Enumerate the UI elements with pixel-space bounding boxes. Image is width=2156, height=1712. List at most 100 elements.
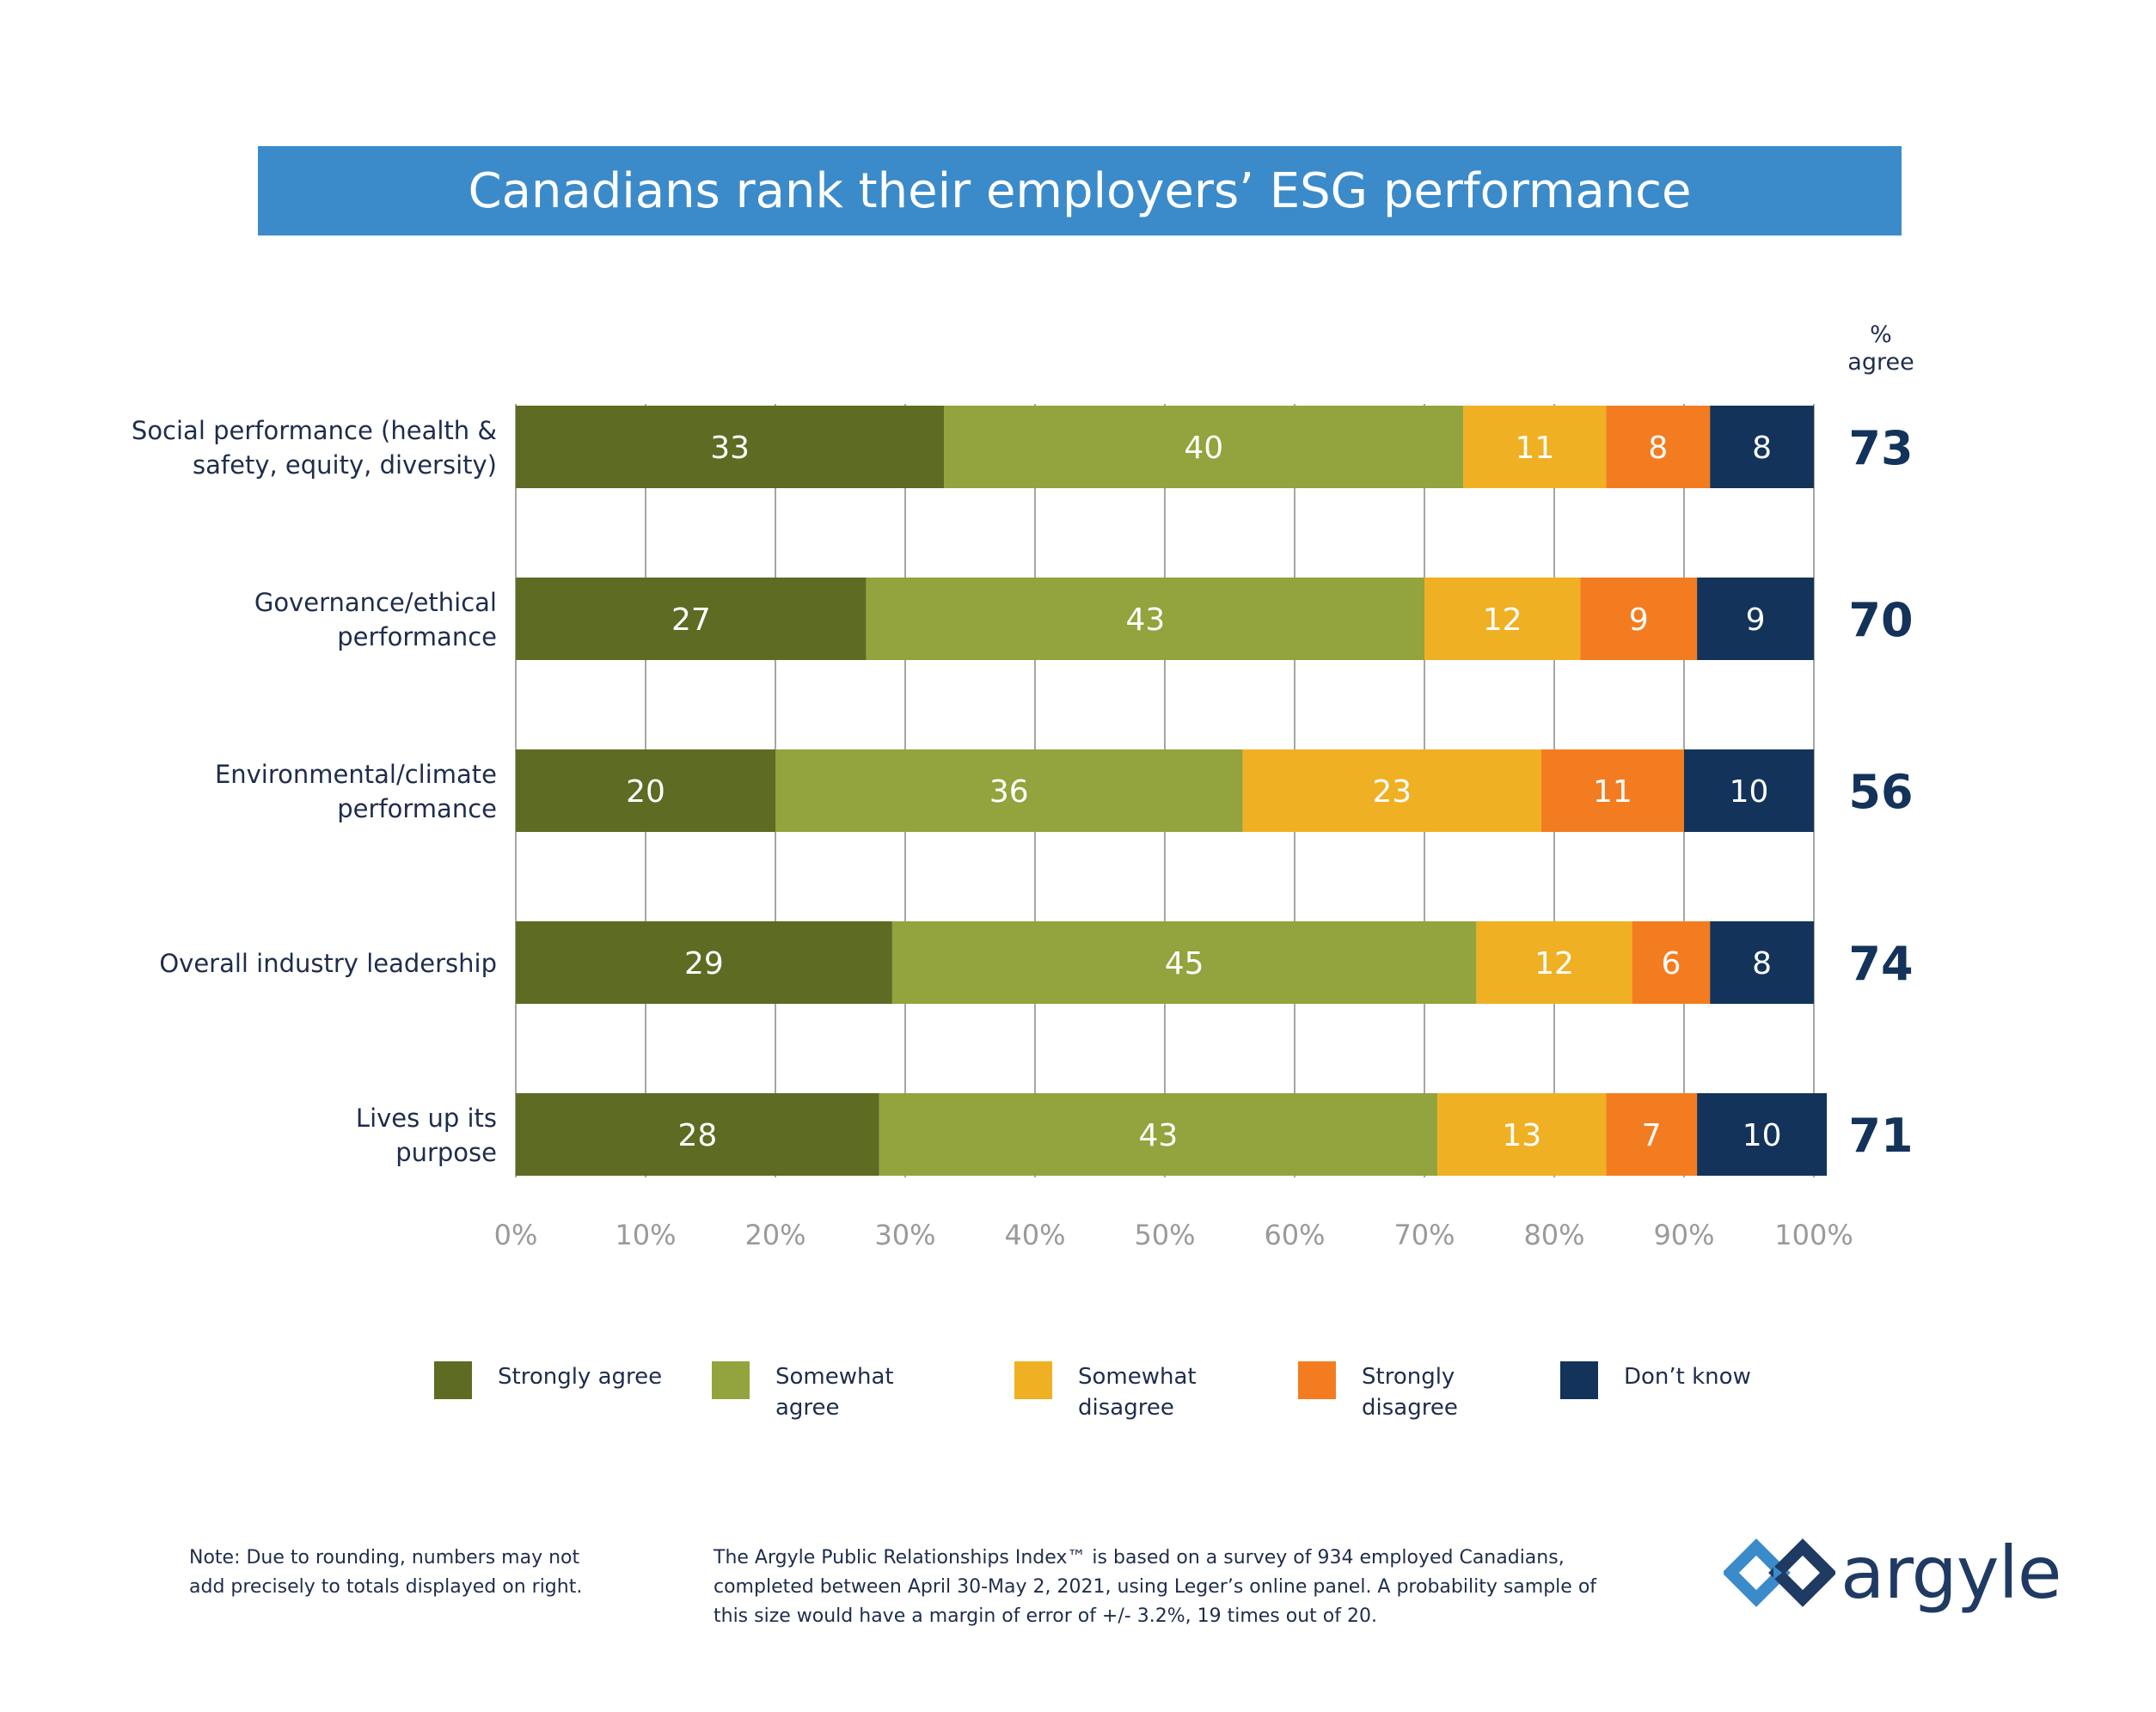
data-label: 43 [1125,602,1165,638]
category-label: safety, equity, diversity) [193,450,497,480]
data-label: 8 [1752,946,1772,981]
data-label: 10 [1730,774,1769,810]
bar-segment [516,749,775,832]
logo-wordmark: argyle [1841,1531,2062,1615]
legend-item: Somewhat agree [712,1361,965,1423]
methodology-note: The Argyle Public Relationships Index™ i… [714,1547,1597,1627]
category-label: Environmental/climate [215,760,497,789]
x-tick-label: 100% [1774,1219,1853,1251]
data-label: 33 [710,431,750,466]
bar-segment [1606,406,1711,488]
x-tick-label: 60% [1264,1219,1325,1251]
bar-segment [1697,578,1814,660]
data-label: 36 [989,774,1029,810]
x-tick-label: 70% [1393,1219,1455,1251]
bar-segment [1580,578,1698,660]
agree-header: % [1870,321,1892,348]
chart-title: Canadians rank their employers’ ESG perf… [468,162,1692,219]
data-label: 20 [626,774,665,810]
bar-segment [1242,749,1541,832]
bar-segment [1540,749,1684,832]
bar-segment [1697,1093,1828,1176]
x-tick-label: 50% [1134,1219,1195,1251]
bar-segment [944,406,1464,488]
agree-total: 71 [1848,1109,1913,1163]
rounding-note: Note: Due to rounding, numbers may not a… [189,1547,583,1598]
bar-segment [879,1093,1438,1176]
category-label: Governance/ethical [254,588,497,617]
bar-segment [1606,1093,1698,1176]
argyle-diamond-logo-icon [1724,1538,1835,1607]
data-label: 27 [671,602,711,638]
bar-segment [516,406,945,488]
data-label: 10 [1743,1118,1782,1153]
data-label: 9 [1746,602,1766,638]
bar-segment [1437,1093,1607,1176]
category-label: Overall industry leadership [159,949,497,978]
bar-segment [1476,921,1632,1004]
bar-segment [1463,406,1607,488]
data-label: 28 [677,1118,717,1153]
data-label: 45 [1165,946,1204,981]
bar-segment [775,749,1243,832]
argyle-logo: argyle [1724,1530,2062,1616]
bar-segment [516,1093,879,1176]
bar-segment [1710,406,1814,488]
x-tick-label: 0% [494,1219,538,1251]
bar-segment [1632,921,1711,1004]
legend-swatch [712,1361,750,1399]
bar-segment [866,578,1424,660]
agree-total: 56 [1848,765,1913,819]
title-bar: Canadians rank their employers’ ESG perf… [258,146,1902,235]
data-label: 6 [1661,946,1681,981]
legend-item: Somewhat disagree [1014,1361,1207,1423]
agree-total: 74 [1848,937,1913,991]
legend-label: Somewhat agree [775,1364,894,1421]
x-tick-label: 20% [744,1219,805,1251]
legend-swatch [1560,1361,1598,1399]
agree-total: 70 [1848,593,1913,647]
x-tick-label: 30% [874,1219,935,1251]
x-tick-label: 40% [1004,1219,1065,1251]
data-label: 23 [1372,774,1412,810]
category-label: Social performance (health & [132,416,497,445]
x-tick-label: 10% [615,1219,676,1251]
data-label: 29 [684,946,724,981]
data-label: 12 [1534,946,1574,981]
agree-total: 73 [1848,421,1913,475]
data-label: 13 [1502,1118,1541,1153]
legend-label: Somewhat disagree [1078,1364,1197,1421]
legend-label: Strongly disagree [1362,1364,1458,1421]
data-label: 40 [1184,431,1223,466]
data-label: 11 [1593,774,1632,810]
data-label: 9 [1629,602,1649,638]
data-label: 11 [1515,431,1554,466]
data-label: 7 [1642,1118,1662,1153]
legend-item: Strongly agree [434,1361,687,1399]
data-label: 12 [1483,602,1522,638]
bar-segment [1424,578,1581,660]
legend-swatch [1298,1361,1336,1399]
category-label: purpose [395,1138,497,1167]
bar-segment [516,578,867,660]
bar-segment [891,921,1477,1004]
bar-segment [1710,921,1814,1004]
legend-label: Don’t know [1624,1364,1751,1390]
legend-swatch [434,1361,472,1399]
x-tick-label: 80% [1523,1219,1584,1251]
data-label: 43 [1139,1118,1179,1153]
data-label: 8 [1648,431,1668,466]
bar-segment [516,921,892,1004]
legend-item: Strongly disagree [1298,1361,1491,1423]
agree-header: agree [1847,349,1914,376]
legend-item: Don’t know [1560,1361,1813,1399]
bar-segment [1684,749,1814,832]
x-tick-label: 90% [1653,1219,1714,1251]
category-label: Lives up its [356,1104,497,1133]
legend-label: Strongly agree [498,1364,663,1390]
category-label: performance [337,794,497,823]
legend-swatch [1014,1361,1052,1399]
data-label: 8 [1752,431,1772,466]
category-label: performance [337,622,497,651]
